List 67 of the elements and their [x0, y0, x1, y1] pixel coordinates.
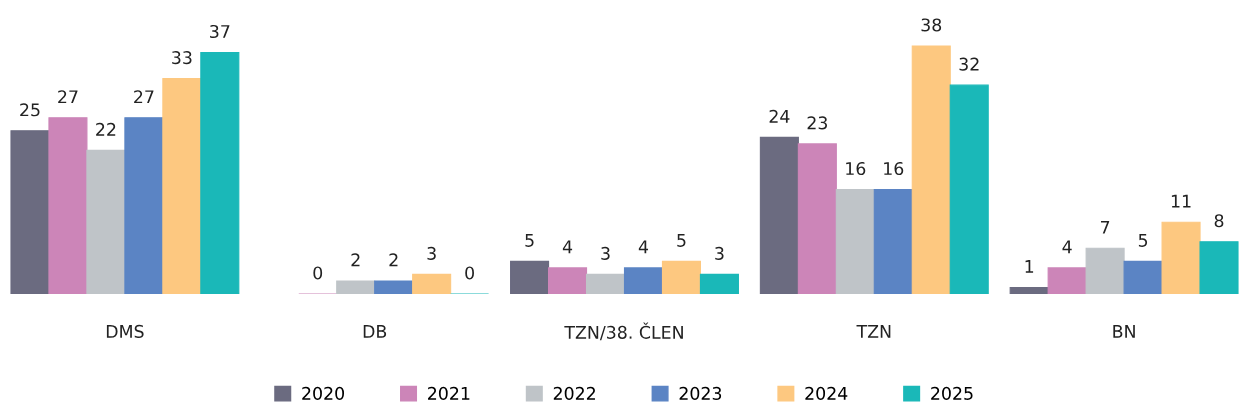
x-tick-label: TZN: [856, 325, 891, 338]
legend-label: 2020: [302, 386, 345, 400]
data-label: 27: [134, 90, 154, 104]
x-tick-label: DB: [363, 325, 387, 338]
legend-label: 2025: [931, 386, 973, 400]
legend-label: 2024: [805, 386, 848, 400]
bar: [797, 143, 837, 294]
data-label: 38: [921, 18, 942, 32]
bar: [162, 78, 202, 294]
data-label: 11: [1171, 194, 1191, 208]
x-tick-label: DMS: [106, 324, 144, 338]
data-label: 5: [677, 233, 686, 247]
bar: [412, 273, 452, 294]
data-label: 33: [172, 51, 192, 65]
data-label: 32: [959, 57, 979, 71]
data-label: 0: [465, 266, 474, 280]
x-tick-label: BN: [1113, 325, 1135, 338]
data-label: 5: [525, 233, 534, 247]
data-label: 8: [1214, 214, 1224, 228]
legend-label: 2023: [679, 386, 722, 400]
bar: [48, 117, 88, 294]
legend-label: 2021: [428, 386, 470, 400]
bar: [585, 273, 626, 294]
data-label: 4: [562, 240, 573, 254]
bar: [200, 51, 240, 294]
data-label: 5: [1138, 233, 1148, 247]
data-label: 3: [427, 246, 436, 260]
data-label: 24: [769, 109, 790, 123]
data-label: 22: [96, 122, 116, 136]
bar: [699, 273, 739, 294]
bar: [1009, 286, 1049, 294]
bar: [1047, 267, 1087, 294]
bar: [661, 260, 701, 294]
data-label: 16: [846, 161, 866, 176]
legend-label: 2022: [553, 386, 595, 400]
data-label: 4: [638, 240, 649, 254]
data-label: 3: [601, 246, 610, 260]
data-label: 23: [807, 116, 827, 130]
bar: [1199, 241, 1239, 294]
bar: [510, 260, 550, 294]
bar: [86, 149, 126, 294]
bar: [124, 117, 164, 294]
data-label: 3: [715, 246, 724, 260]
data-label: 4: [1062, 240, 1072, 254]
bar: [548, 267, 588, 294]
bar: [1123, 260, 1163, 294]
data-label: 27: [58, 90, 78, 104]
x-tick-label: TZN/38. ČLEN: [564, 322, 683, 341]
data-label: 37: [210, 24, 230, 39]
bar: [835, 189, 875, 294]
bar: [374, 280, 414, 294]
data-label: 2: [389, 253, 398, 267]
bar: [911, 45, 951, 294]
bar: [759, 136, 799, 294]
data-label: 1: [1025, 260, 1034, 273]
bar: [949, 84, 989, 294]
bar: [623, 267, 664, 294]
data-label: 0: [313, 266, 323, 280]
data-label: 7: [1101, 220, 1110, 234]
bar: [1161, 221, 1201, 294]
bar: [10, 130, 50, 294]
bar: [873, 189, 913, 294]
data-label: 2: [351, 253, 360, 267]
bar: [1085, 247, 1125, 294]
bar: [336, 280, 376, 294]
data-label: 25: [20, 103, 40, 117]
data-label: 16: [884, 161, 904, 176]
